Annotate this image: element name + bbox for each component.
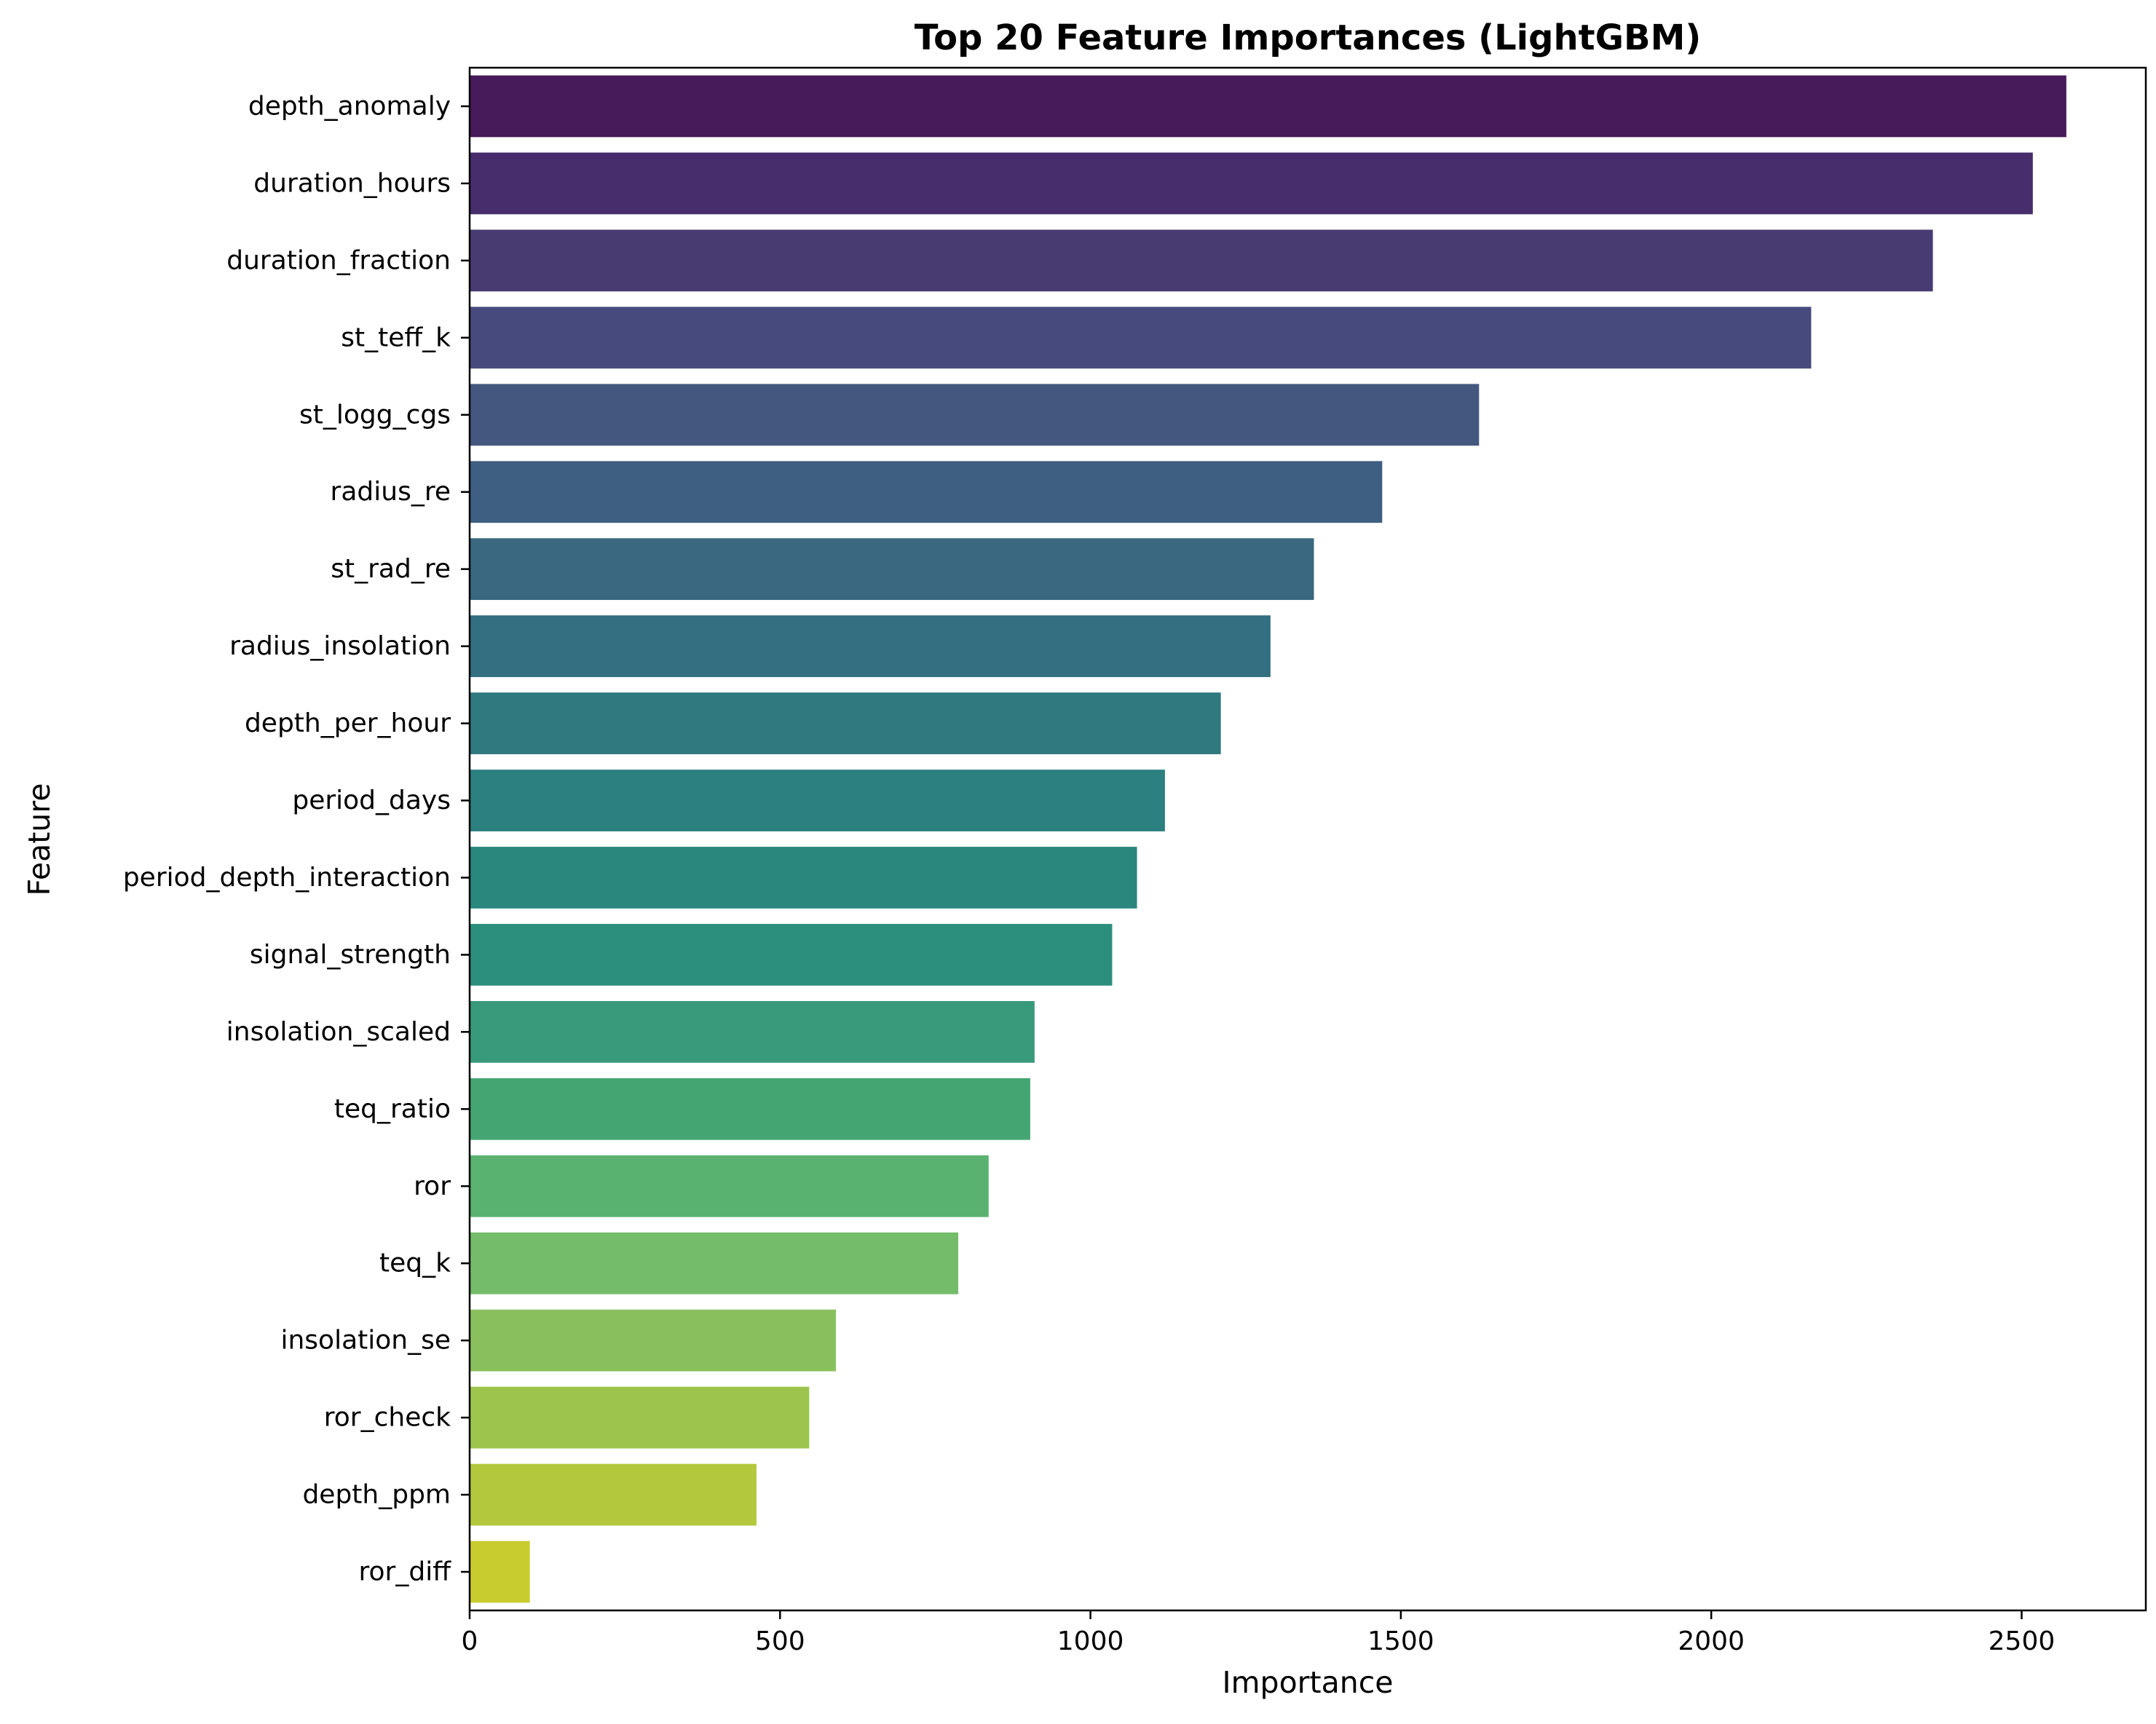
bar-period_depth_interaction <box>470 847 1137 909</box>
x-axis-ticks: 0 500 1000 1500 2000 2500 <box>462 1610 2056 1656</box>
bar-radius_re <box>470 461 1383 523</box>
bar-radius_insolation <box>470 615 1271 678</box>
y-tick-label: radius_re <box>331 477 451 507</box>
y-tick-label: st_logg_cgs <box>299 400 451 430</box>
y-axis-ticks: depth_anomaly duration_hours duration_frac… <box>123 91 470 1587</box>
x-tick-label: 2500 <box>1989 1626 2056 1656</box>
x-tick-label: 500 <box>755 1626 805 1656</box>
y-tick-label: period_days <box>292 786 451 815</box>
y-tick-label: depth_anomaly <box>248 91 451 121</box>
y-tick-label: duration_fraction <box>226 245 451 275</box>
y-tick-label: radius_insolation <box>229 631 451 661</box>
y-tick-label: insolation_se <box>280 1326 451 1356</box>
y-tick-label: st_teff_k <box>341 323 451 352</box>
x-axis-label: Importance <box>1223 1665 1394 1700</box>
chart-title: Top 20 Feature Importances (LightGBM) <box>915 17 1702 58</box>
x-tick-label: 2000 <box>1678 1626 1745 1656</box>
bar-insolation_scaled <box>470 1000 1035 1063</box>
y-tick-label: ror_diff <box>359 1557 452 1587</box>
bar-teq_ratio <box>470 1078 1030 1140</box>
bar-st_teff_k <box>470 307 1812 369</box>
bar-st_logg_cgs <box>470 384 1480 446</box>
y-tick-label: period_depth_interaction <box>123 863 451 893</box>
y-tick-label: teq_ratio <box>334 1094 451 1124</box>
y-tick-label: ror_check <box>324 1403 451 1433</box>
y-axis-label: Feature <box>22 783 57 896</box>
y-tick-label: depth_ppm <box>302 1480 451 1510</box>
bar-depth_ppm <box>470 1463 757 1526</box>
bar-st_rad_re <box>470 538 1314 601</box>
x-tick-label: 1500 <box>1367 1626 1434 1656</box>
y-tick-label: st_rad_re <box>331 554 451 584</box>
bar-ror_diff <box>470 1541 530 1603</box>
y-tick-label: ror <box>414 1171 451 1201</box>
y-tick-label: signal_strength <box>250 940 451 970</box>
bar-duration_fraction <box>470 229 1933 292</box>
bar-teq_k <box>470 1232 958 1294</box>
plot-area-frame <box>468 66 2147 1612</box>
bar-signal_strength <box>470 924 1113 986</box>
bar-ror_check <box>470 1386 810 1449</box>
bar-depth_anomaly <box>470 75 2066 138</box>
y-tick-label: duration_hours <box>253 168 451 198</box>
x-tick-label: 0 <box>462 1626 478 1656</box>
y-tick-label: depth_per_hour <box>245 708 451 738</box>
y-tick-label: teq_k <box>379 1249 451 1278</box>
y-tick-label: insolation_scaled <box>226 1017 451 1047</box>
bar-insolation_se <box>470 1309 837 1372</box>
bar-ror <box>470 1155 989 1217</box>
bar-period_days <box>470 770 1165 831</box>
bar-duration_hours <box>470 152 2033 215</box>
x-tick-label: 1000 <box>1057 1626 1124 1656</box>
bar-depth_per_hour <box>470 692 1221 754</box>
bars <box>470 75 2066 1603</box>
